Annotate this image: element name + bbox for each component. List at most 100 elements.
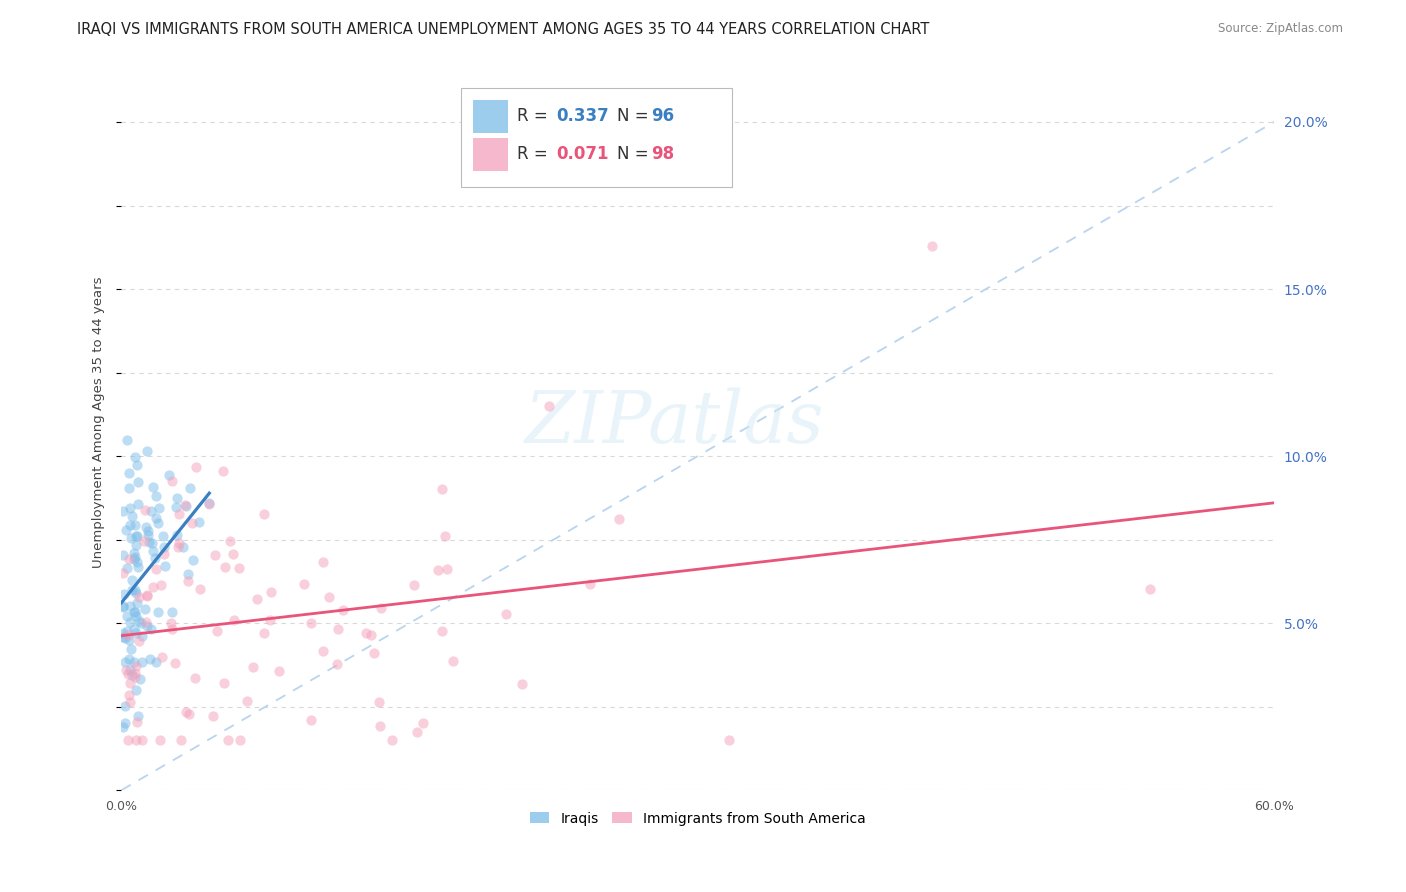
Text: ZIPatlas: ZIPatlas [524,387,824,458]
Point [128,614,150,628]
Point [121,574,143,588]
Point [174,498,197,512]
Point [201,709,224,723]
Point [292,576,315,591]
Point [267,664,290,678]
Point [131,629,153,643]
Point [127,529,149,543]
Point [174,706,197,720]
Point [122,551,145,566]
Point [436,562,458,576]
Point [125,658,148,673]
Point [120,695,142,709]
Point [495,607,517,622]
Point [219,534,242,549]
Text: 0.071: 0.071 [555,145,609,163]
Point [181,516,204,530]
Point [260,584,283,599]
Point [179,481,201,495]
Point [139,622,162,636]
Point [162,475,184,489]
Text: N =: N = [617,145,654,163]
Point [124,518,146,533]
Point [242,660,264,674]
Point [118,552,141,566]
Point [177,707,200,722]
Point [132,534,155,549]
Point [172,540,194,554]
Point [537,399,560,413]
Point [127,709,149,723]
Point [127,475,149,490]
Point [112,504,135,518]
Point [217,733,239,747]
Point [167,540,190,554]
Point [117,624,139,638]
Point [187,515,209,529]
Point [112,631,135,645]
Point [135,444,157,458]
Point [229,733,252,747]
Point [228,561,250,575]
Point [169,733,191,747]
Point [148,605,170,619]
Point [115,664,138,678]
Point [125,538,148,552]
Point [159,615,181,630]
Point [125,458,148,472]
FancyBboxPatch shape [472,138,508,171]
Point [259,613,281,627]
Point [430,624,453,638]
Point [579,577,602,591]
Point [117,561,139,575]
Point [162,623,184,637]
Text: R =: R = [517,145,553,163]
Point [166,528,188,542]
Point [117,628,139,642]
Point [412,716,434,731]
Point [114,699,136,714]
Point [149,732,172,747]
Point [135,520,157,534]
Point [921,238,943,252]
Point [253,626,276,640]
Point [427,563,450,577]
Point [127,497,149,511]
Point [112,549,135,563]
Point [167,536,190,550]
Point [129,615,152,630]
Point [121,582,143,597]
Point [157,467,180,482]
Point [441,654,464,668]
Point [212,675,235,690]
Point [114,716,136,731]
Point [177,574,200,589]
Point [136,619,159,633]
Point [354,626,377,640]
Point [131,733,153,747]
Point [125,609,148,624]
Point [118,466,141,480]
Point [433,528,456,542]
Point [124,666,146,681]
Point [717,733,740,747]
Point [112,599,135,613]
Point [112,721,135,735]
Point [406,724,429,739]
Point [115,433,138,447]
Point [125,586,148,600]
Point [299,616,322,631]
Point [125,555,148,569]
Point [510,676,533,690]
Point [115,524,138,538]
Point [128,590,150,604]
Point [246,591,269,606]
Point [174,500,197,514]
Point [118,632,141,647]
Point [183,671,205,685]
Point [128,634,150,648]
Point [370,719,392,733]
Point [127,559,149,574]
Point [139,504,162,518]
Point [146,516,169,530]
